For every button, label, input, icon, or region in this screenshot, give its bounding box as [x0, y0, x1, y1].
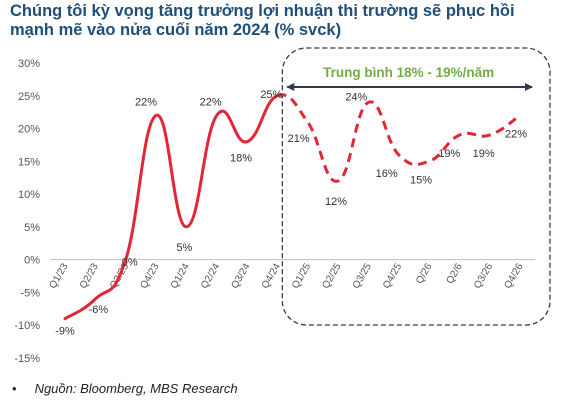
x-tick-label: Q1/25 — [290, 261, 313, 290]
data-label: 19% — [473, 148, 495, 160]
x-tick-label: Q/26 — [414, 261, 435, 286]
x-tick-label: Q1/24 — [169, 261, 192, 290]
data-label: 15% — [410, 174, 432, 186]
x-tick-label: Q4/26 — [502, 261, 525, 290]
x-tick-label: Q2/24 — [199, 261, 222, 290]
x-tick-label: Q3/24 — [229, 261, 252, 290]
y-tick-label: 15% — [18, 156, 40, 168]
source-note: • Nguồn: Bloomberg, MBS Research — [12, 381, 238, 396]
x-tick-label: Q3/26 — [472, 261, 495, 290]
data-label: 19% — [438, 148, 460, 160]
range-annotation: Trung bình 18% - 19%/năm — [323, 65, 494, 80]
series-line-actual — [63, 94, 279, 321]
x-tick-label: Q4/25 — [381, 261, 404, 290]
x-tick-label: Q2/25 — [320, 261, 343, 290]
forecast-box — [281, 47, 551, 326]
y-tick-label: 25% — [18, 91, 40, 103]
page-title: Chúng tôi kỳ vọng tăng trưởng lợi nhuận … — [10, 2, 515, 39]
y-tick-label: 0% — [24, 255, 40, 267]
y-tick-label: 5% — [24, 222, 40, 234]
data-label: 24% — [345, 91, 367, 103]
x-tick-label: Q4/23 — [138, 261, 161, 290]
y-tick-label: 30% — [18, 58, 40, 70]
x-tick-label: Q2/23 — [78, 261, 101, 290]
series-line-forecast — [276, 93, 521, 183]
data-label: 21% — [288, 133, 310, 145]
data-label: -9% — [55, 326, 75, 338]
y-tick-label: -5% — [20, 287, 40, 299]
data-label: 18% — [230, 153, 252, 165]
x-tick-label: Q3/25 — [351, 261, 374, 290]
x-tick-label: Q2/6 — [445, 261, 466, 286]
y-tick-label: -10% — [14, 320, 40, 332]
data-label: 22% — [200, 96, 222, 108]
y-tick-label: 10% — [18, 189, 40, 201]
source-text: Nguồn: Bloomberg, MBS Research — [34, 381, 238, 396]
x-tick-label: Q1/23 — [47, 261, 70, 290]
earnings-growth-chart: -15% -10% -5% 0% 5% 10% 15% 20% 25% 30% Q1/23 Q2/2… — [14, 47, 551, 365]
bullet: • — [12, 381, 17, 396]
y-tick-label: -15% — [14, 353, 40, 365]
data-label: -6% — [89, 304, 109, 316]
y-tick-label: 20% — [18, 124, 40, 136]
data-label: 5% — [176, 242, 192, 254]
data-label: 22% — [505, 128, 527, 140]
x-tick-label: Q4/24 — [260, 261, 283, 290]
data-label: 22% — [135, 96, 157, 108]
data-label: 25% — [260, 89, 282, 101]
data-label: 0% — [122, 257, 138, 269]
data-label: 12% — [325, 196, 347, 208]
data-label: 16% — [376, 168, 398, 180]
